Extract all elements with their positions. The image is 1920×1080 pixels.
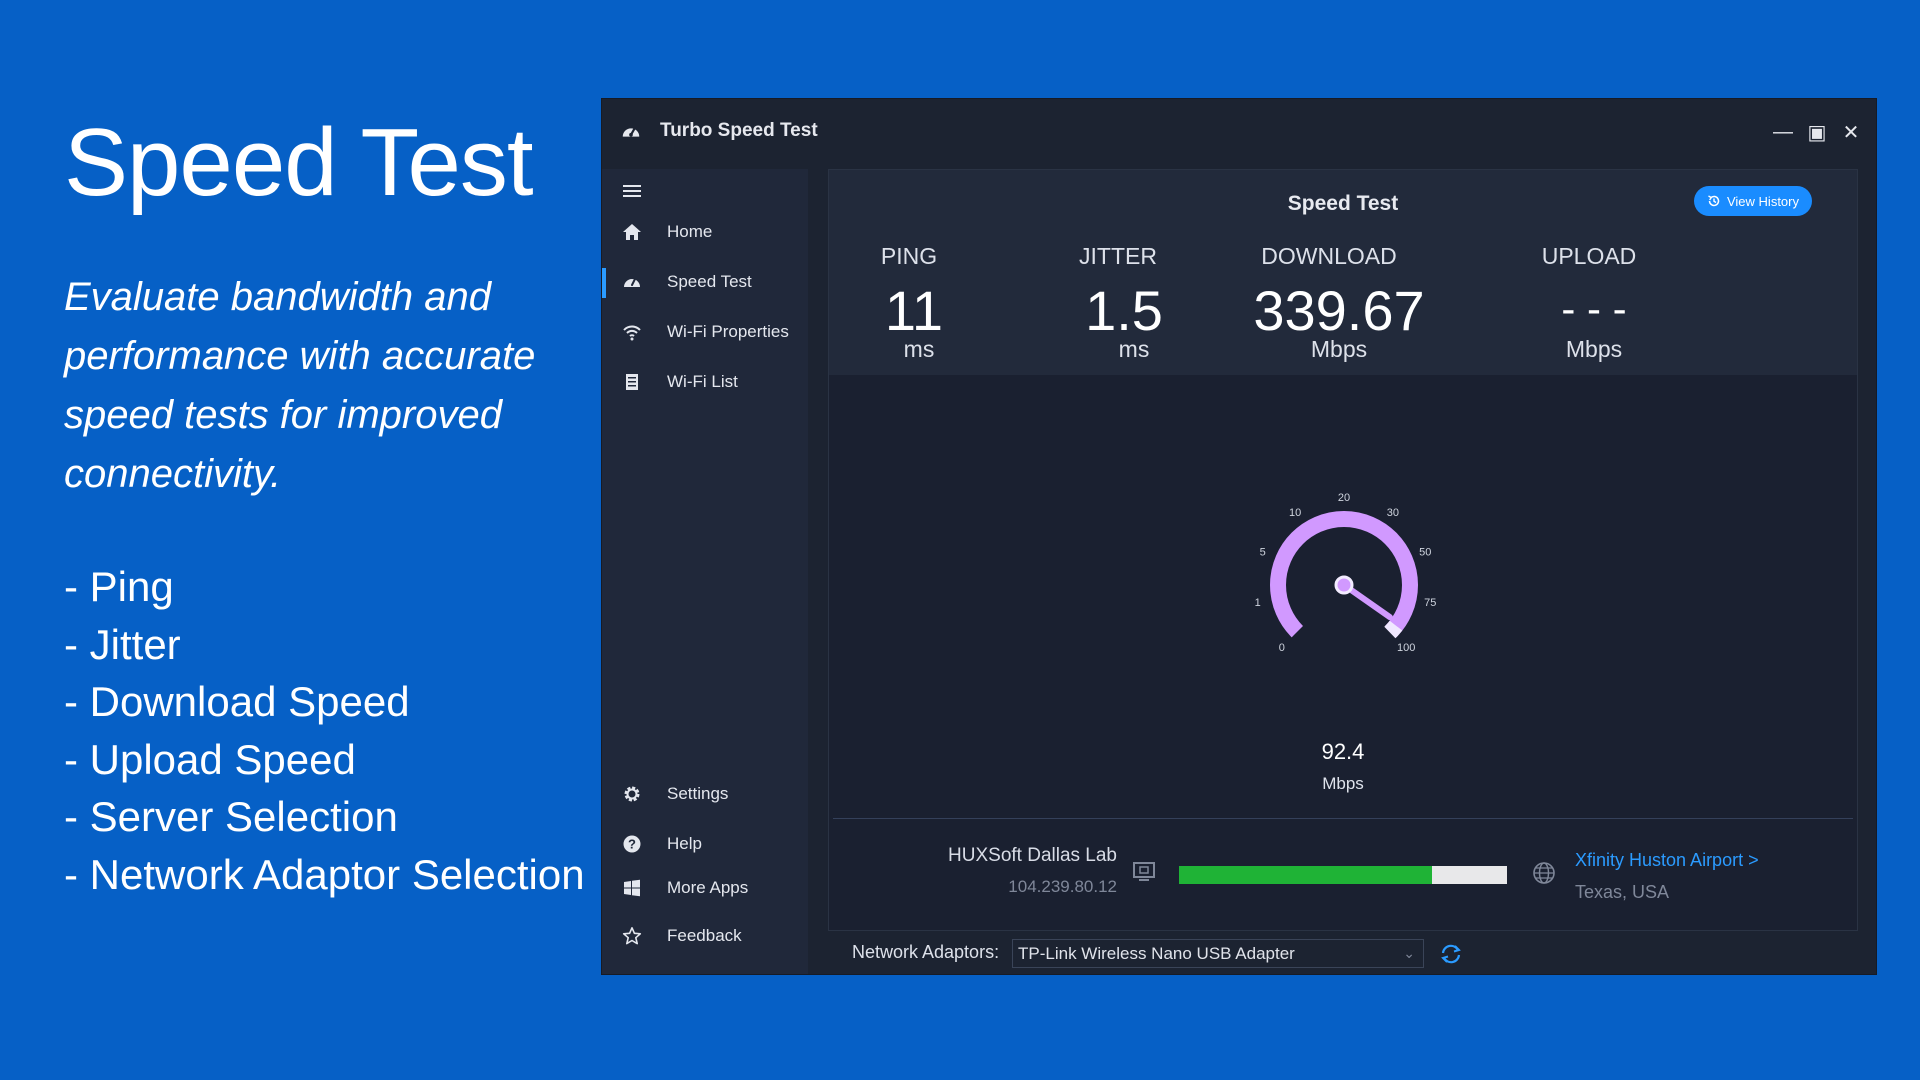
current-speed-value: 92.4 [1321,739,1365,764]
history-icon [1708,195,1720,207]
network-adapter-select[interactable]: TP-Link Wireless Nano USB Adapter ⌄ [1012,939,1424,968]
upload-unit: Mbps [1565,336,1623,362]
gauge-arc [1270,511,1418,638]
feature-item: - Network Adaptor Selection [64,850,585,898]
svg-text:?: ? [628,837,636,852]
chevron-down-icon: ⌄ [1403,945,1415,961]
sidebar-item-label: Help [667,834,702,853]
sidebar-item-settings[interactable]: Settings [602,774,808,814]
sidebar-item-label: Home [667,222,713,241]
globe-icon [1533,862,1555,884]
sidebar-item-home[interactable]: Home [602,212,808,252]
promo-title: Speed Test [64,109,534,216]
minimize-button[interactable]: — [1773,120,1793,143]
app-window: Turbo Speed Test — ▣ ✕ Home Speed Test [602,99,1876,974]
server-name[interactable]: HUXSoft Dallas Lab [948,845,1117,866]
sidebar-item-label: Wi-Fi Properties [667,322,789,341]
sidebar-item-label: Speed Test [667,272,752,291]
server-icon [1133,862,1155,881]
ping-value: 11 [884,279,944,342]
panel-title: Speed Test [1287,192,1399,215]
sidebar-item-speed-test[interactable]: Speed Test [602,262,808,302]
sidebar-item-label: Settings [667,784,729,803]
network-adaptors-label: Network Adaptors: [852,942,1000,962]
feature-item: - Ping [64,563,174,610]
test-progress-fill [1179,866,1432,884]
gear-icon [624,786,640,802]
speedometer-icon [624,278,640,287]
sidebar-item-label: Wi-Fi List [667,372,738,391]
star-icon [622,927,642,945]
speed-gauge: 0 1 5 10 20 30 50 75 100 [1255,492,1437,654]
feature-item: - Jitter [64,620,181,668]
help-icon: ? [623,835,641,853]
gauge-tick-label: 50 [1419,546,1431,558]
gauge-tick-label: 10 [1289,507,1301,519]
promo-description: Evaluate bandwidth and performance with … [64,275,536,496]
sidebar-item-label: Feedback [667,926,742,945]
feature-item: - Download Speed [64,678,410,725]
ping-label: PING [880,243,938,269]
test-progress-bar [1179,866,1507,884]
server-ip: 104.239.80.12 [1008,877,1117,896]
view-history-button[interactable]: View History [1694,186,1812,216]
gauge-hub [1334,575,1354,595]
sidebar-item-feedback[interactable]: Feedback [602,916,808,956]
sidebar-item-wifi-properties[interactable]: Wi-Fi Properties [602,312,808,352]
hamburger-menu-icon[interactable] [620,179,644,203]
maximize-button[interactable]: ▣ [1807,121,1827,144]
sidebar: Home Speed Test Wi-Fi Properties [602,169,808,974]
divider [833,818,1853,819]
current-speed-unit: Mbps [1322,774,1364,793]
gauge-tick-label: 100 [1397,642,1415,654]
gauge-tick-label: 0 [1279,642,1285,654]
sidebar-item-label: More Apps [667,878,749,897]
isp-location: Texas, USA [1575,882,1670,902]
feature-item: - Server Selection [64,793,398,840]
gauge-tick-label: 30 [1387,507,1399,519]
upload-label: UPLOAD [1541,243,1637,269]
isp-name-link[interactable]: Xfinity Huston Airport > [1575,850,1759,870]
gauge-tick-label: 5 [1260,546,1266,558]
home-icon [623,224,641,240]
sidebar-item-more-apps[interactable]: More Apps [602,868,808,908]
gauge-tick-label: 20 [1338,492,1350,504]
download-unit: Mbps [1310,336,1368,362]
wifi-icon [623,325,641,341]
stats-header: Speed Test View History PING 11 ms JITTE… [829,170,1857,375]
title-bar[interactable]: Turbo Speed Test — ▣ ✕ [602,99,1876,169]
close-button[interactable]: ✕ [1842,121,1860,144]
speedometer-icon [622,127,640,137]
jitter-label: JITTER [1079,243,1157,269]
windows-icon [624,879,640,897]
speed-test-panel: Speed Test View History PING 11 ms JITTE… [828,169,1858,931]
gauge-end-cap [1384,620,1403,639]
refresh-icon[interactable] [1438,941,1464,967]
network-adapter-value: TP-Link Wireless Nano USB Adapter [1018,944,1295,963]
download-value: 339.67 [1253,279,1425,342]
sidebar-item-help[interactable]: ? Help [602,824,808,864]
window-title: Turbo Speed Test [660,120,818,141]
gauge-tick-label: 75 [1424,597,1436,609]
jitter-value: 1.5 [1085,279,1163,342]
feature-list: - Ping - Jitter - Download Speed - Uploa… [64,558,585,903]
sidebar-item-wifi-list[interactable]: Wi-Fi List [602,362,808,402]
download-label: DOWNLOAD [1261,243,1397,269]
feature-item: - Upload Speed [64,735,356,783]
jitter-unit: ms [1118,336,1150,362]
view-history-label: View History [1726,193,1799,209]
upload-value: - - - [1561,285,1627,332]
ping-unit: ms [903,336,935,362]
gauge-tick-label: 1 [1255,597,1261,609]
list-icon [626,374,638,390]
